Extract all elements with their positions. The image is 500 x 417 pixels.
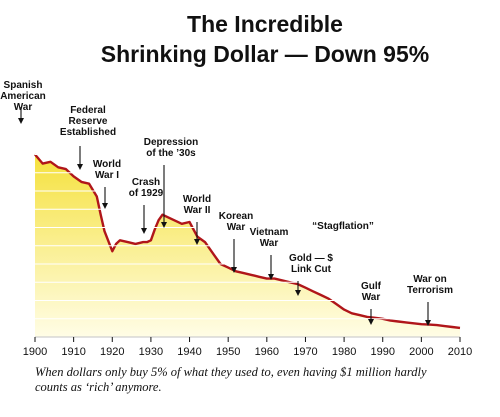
- x-tick-label: 1940: [177, 346, 201, 358]
- annotation-arrowhead: [425, 320, 431, 326]
- x-tick-label: 1910: [61, 346, 85, 358]
- grid: [35, 117, 460, 338]
- chart-title-line-2: Shrinking Dollar — Down 95%: [101, 41, 429, 67]
- x-tick-label: 1980: [332, 346, 356, 358]
- x-tick-label: 2000: [409, 346, 433, 358]
- x-tick-label: 1990: [370, 346, 394, 358]
- chart-title-line-1: The Incredible: [187, 11, 343, 37]
- annotation-text: War: [227, 222, 246, 233]
- annotation-text: American: [0, 91, 46, 102]
- x-tick-label: 1970: [293, 346, 317, 358]
- annotation-arrowhead: [102, 203, 108, 209]
- annotation-text: Spanish: [4, 80, 43, 91]
- annotation-text: War: [260, 238, 279, 249]
- annotation-text: “Stagflation”: [312, 221, 374, 232]
- x-tick-label: 1900: [23, 346, 47, 358]
- annotation-arrowhead: [231, 267, 237, 273]
- annotation-text: World: [183, 194, 211, 205]
- annotation: “Stagflation”: [312, 221, 374, 232]
- annotation-text: Gulf: [361, 281, 382, 292]
- annotation-text: War on: [413, 274, 447, 285]
- annotation-text: Terrorism: [407, 285, 453, 296]
- annotation-text: Depression: [144, 137, 198, 148]
- annotation-arrowhead: [18, 118, 24, 124]
- annotation-text: War II: [184, 205, 211, 216]
- caption-line-2: counts as ‘rich’ anymore.: [35, 380, 162, 394]
- annotation-text: Gold — $: [289, 253, 333, 264]
- annotation-arrowhead: [77, 164, 83, 170]
- x-axis-ticks: 1900 1910 1920 1930 1940 1950 1960 1970 1980 1990…: [23, 337, 472, 358]
- annotation-text: Link Cut: [291, 264, 332, 275]
- annotation-text: War: [362, 292, 381, 303]
- annotation: Gold — $Link Cut: [289, 253, 333, 296]
- annotation-arrowhead: [268, 274, 274, 280]
- annotation-text: Established: [60, 127, 116, 138]
- annotation-text: Vietnam: [250, 227, 289, 238]
- x-tick-label: 1950: [216, 346, 240, 358]
- annotation-arrowhead: [194, 239, 200, 245]
- annotation-text: Federal: [70, 105, 106, 116]
- annotation-text: Crash: [132, 177, 160, 188]
- annotation-text: Korean: [219, 211, 253, 222]
- x-tick-label: 1960: [255, 346, 279, 358]
- x-tick-label: 1930: [139, 346, 163, 358]
- annotation-text: of the ’30s: [146, 148, 196, 159]
- annotation-arrowhead: [368, 319, 374, 325]
- annotation-text: War I: [95, 170, 119, 181]
- x-tick-label: 1920: [100, 346, 124, 358]
- annotation-arrowhead: [295, 290, 301, 296]
- dollar-value-area: [35, 154, 460, 337]
- annotation-text: Reserve: [69, 116, 108, 127]
- annotation-text: War: [14, 102, 33, 113]
- annotation-arrowhead: [141, 228, 147, 234]
- annotation-text: of 1929: [129, 188, 164, 199]
- annotation-arrowhead: [161, 222, 167, 228]
- x-tick-label: 2010: [448, 346, 472, 358]
- caption-line-1: When dollars only buy 5% of what they us…: [35, 365, 427, 379]
- annotation-text: World: [93, 159, 121, 170]
